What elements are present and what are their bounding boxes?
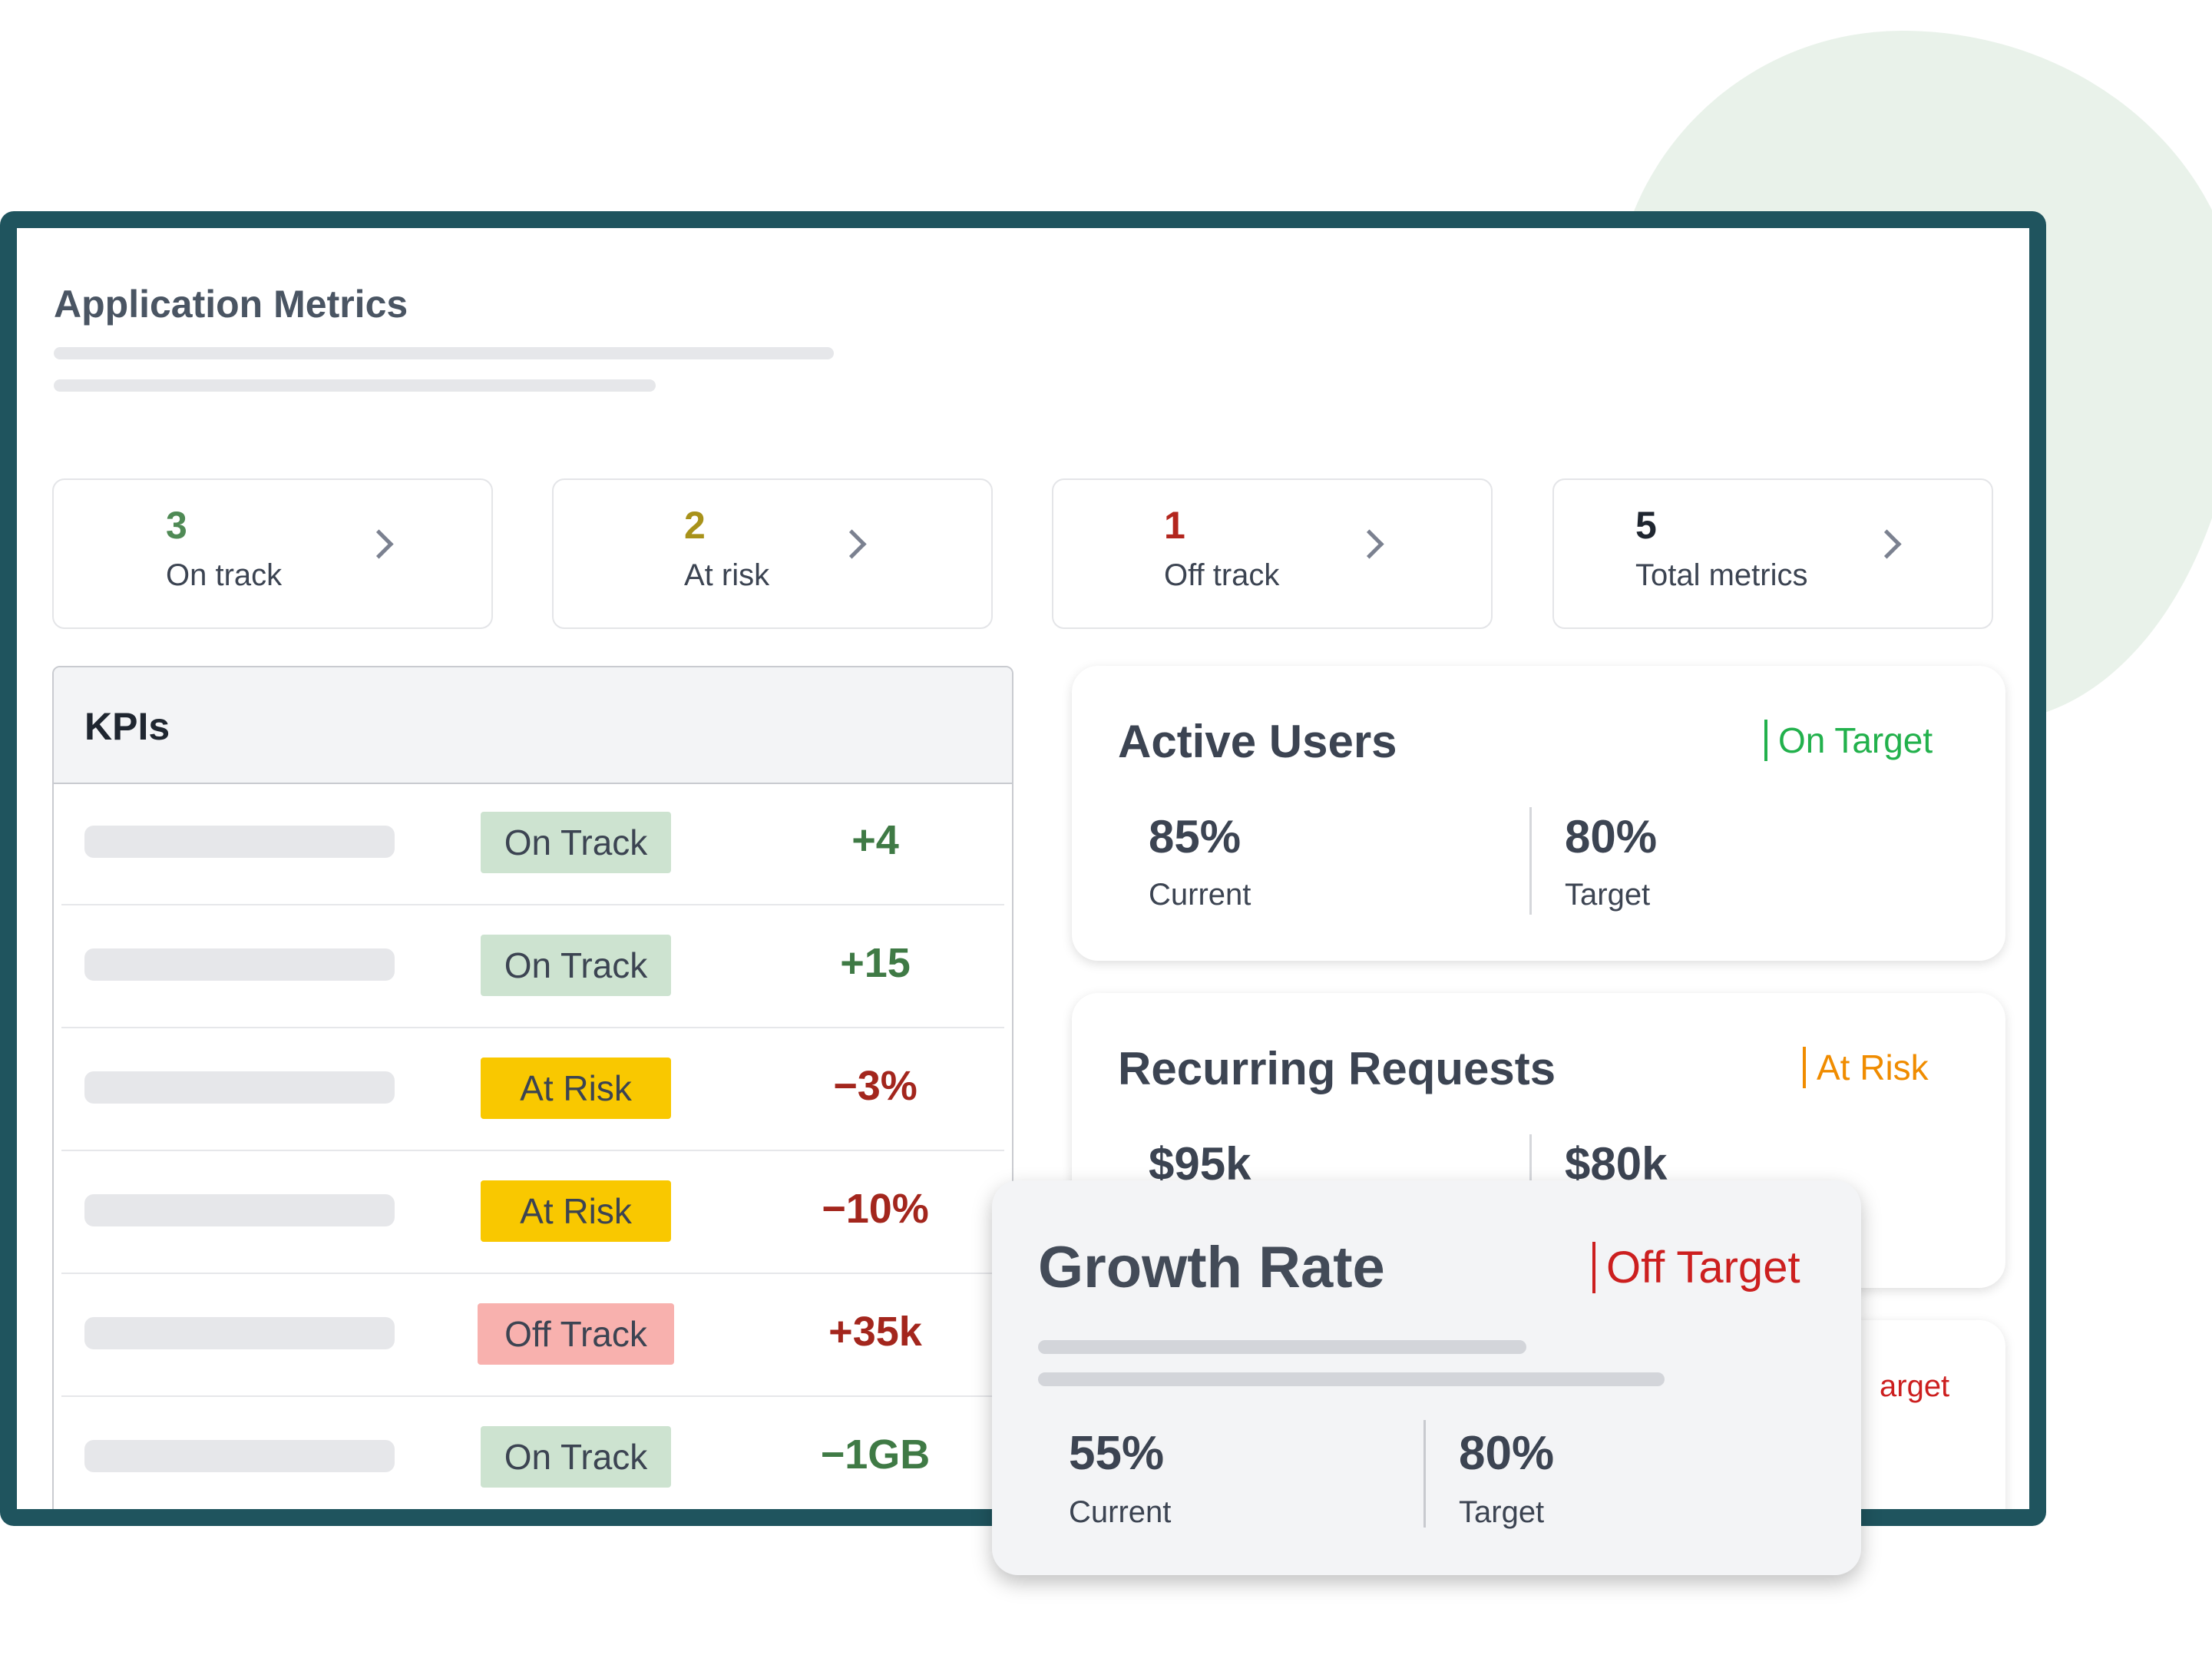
kpi-name-placeholder bbox=[84, 948, 395, 981]
status-badge: On Track bbox=[481, 1426, 671, 1488]
chevron-right-icon[interactable] bbox=[1872, 529, 1902, 559]
summary-count: 2 bbox=[684, 504, 706, 547]
kpi-name-placeholder bbox=[84, 1071, 395, 1104]
target-value: 80% bbox=[1565, 811, 1658, 862]
summary-count: 3 bbox=[166, 504, 187, 547]
table-row[interactable]: On Track +15 bbox=[54, 905, 1012, 1028]
status-label: At Risk bbox=[1803, 1047, 1929, 1088]
summary-count: 1 bbox=[1164, 504, 1185, 547]
value-divider bbox=[1529, 807, 1532, 915]
row-divider bbox=[61, 1273, 1004, 1274]
status-label: Off Target bbox=[1592, 1242, 1800, 1293]
value-divider bbox=[1423, 1420, 1426, 1528]
kpi-name-placeholder bbox=[84, 1317, 395, 1349]
current-label: Current bbox=[1149, 878, 1251, 912]
kpi-table-title: KPIs bbox=[84, 705, 170, 748]
kpi-delta: +15 bbox=[840, 940, 911, 986]
target-label: Target bbox=[1459, 1495, 1545, 1529]
status-badge: On Track bbox=[481, 935, 671, 996]
table-row[interactable]: Off Track +35k bbox=[54, 1274, 1012, 1397]
description-placeholder-line-2 bbox=[54, 379, 656, 392]
summary-card-at-risk[interactable]: 2 At risk bbox=[552, 478, 993, 629]
description-placeholder-line-2 bbox=[1038, 1372, 1665, 1386]
summary-label: Total metrics bbox=[1635, 558, 1808, 592]
target-label: Target bbox=[1565, 878, 1651, 912]
metric-title: Active Users bbox=[1118, 716, 1397, 767]
target-value: 80% bbox=[1459, 1427, 1555, 1480]
summary-card-off-track[interactable]: 1 Off track bbox=[1052, 478, 1493, 629]
kpi-delta: −1GB bbox=[820, 1432, 931, 1478]
kpi-name-placeholder bbox=[84, 826, 395, 858]
status-badge: At Risk bbox=[481, 1058, 671, 1119]
status-label: arget bbox=[1880, 1369, 1950, 1403]
status-badge: On Track bbox=[481, 812, 671, 873]
summary-card-total-metrics[interactable]: 5 Total metrics bbox=[1552, 478, 1993, 629]
kpi-delta: −3% bbox=[833, 1063, 918, 1109]
metric-card-growth-rate[interactable]: Growth Rate Off Target 55% Current 80% T… bbox=[992, 1180, 1861, 1575]
summary-label: On track bbox=[166, 558, 283, 592]
kpi-delta: −10% bbox=[822, 1186, 929, 1232]
row-divider bbox=[61, 1150, 1004, 1151]
summary-label: Off track bbox=[1164, 558, 1280, 592]
chevron-right-icon[interactable] bbox=[837, 529, 867, 559]
chevron-right-icon[interactable] bbox=[1354, 529, 1384, 559]
description-placeholder-line-1 bbox=[1038, 1340, 1526, 1354]
summary-label: At risk bbox=[684, 558, 770, 592]
summary-card-on-track[interactable]: 3 On track bbox=[52, 478, 493, 629]
summary-count: 5 bbox=[1635, 504, 1657, 547]
row-divider bbox=[61, 1027, 1004, 1028]
kpi-delta: +4 bbox=[851, 817, 899, 863]
table-row[interactable]: On Track −1GB bbox=[54, 1397, 1012, 1509]
row-divider bbox=[61, 1395, 1004, 1397]
page-title: Application Metrics bbox=[54, 283, 408, 326]
description-placeholder-line-1 bbox=[54, 347, 834, 359]
row-divider bbox=[61, 904, 1004, 905]
kpi-name-placeholder bbox=[84, 1194, 395, 1226]
current-value: 55% bbox=[1069, 1427, 1165, 1480]
table-row[interactable]: On Track +4 bbox=[54, 783, 1012, 905]
chevron-right-icon[interactable] bbox=[364, 529, 394, 559]
app-window: Application Metrics 3 On track 2 At risk… bbox=[0, 211, 2046, 1526]
status-badge: Off Track bbox=[478, 1303, 674, 1365]
table-row[interactable]: At Risk −3% bbox=[54, 1028, 1012, 1151]
kpi-name-placeholder bbox=[84, 1440, 395, 1472]
current-label: Current bbox=[1069, 1495, 1172, 1529]
metric-title: Recurring Requests bbox=[1118, 1043, 1556, 1094]
kpi-table: KPIs On Track +4 On Track +15 At Risk −3… bbox=[52, 666, 1013, 1509]
status-badge: At Risk bbox=[481, 1180, 671, 1242]
table-row[interactable]: At Risk −10% bbox=[54, 1151, 1012, 1274]
status-label: On Target bbox=[1764, 720, 1933, 761]
current-value: 85% bbox=[1149, 811, 1242, 862]
metric-title: Growth Rate bbox=[1038, 1235, 1385, 1300]
kpi-table-header: KPIs bbox=[54, 667, 1012, 784]
metric-card-active-users[interactable]: Active Users On Target 85% Current 80% T… bbox=[1072, 666, 2005, 961]
kpi-delta: +35k bbox=[828, 1309, 922, 1355]
